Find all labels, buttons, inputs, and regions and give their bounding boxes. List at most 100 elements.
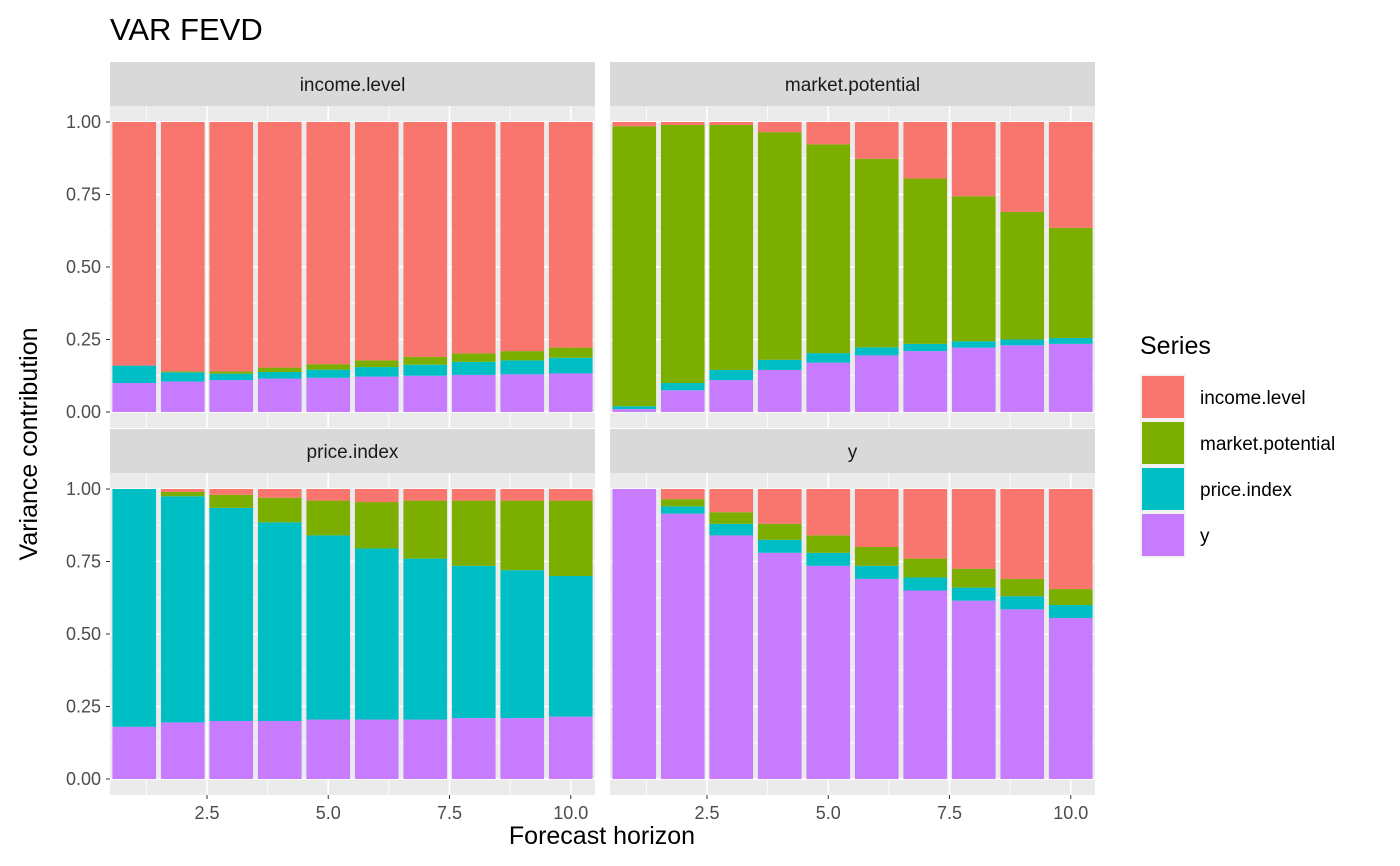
panel-price-index-x-tick-label: 7.5 bbox=[437, 803, 462, 823]
panel-y-bar-income-level-h4 bbox=[757, 489, 802, 524]
panel-y-bar-market-potential-h2 bbox=[660, 499, 705, 507]
panel-income-level-bar-market-potential-h2 bbox=[160, 371, 205, 373]
panel-income-level-bar-price-index-h3 bbox=[209, 373, 254, 381]
panel-income-level-bar-price-index-h4 bbox=[257, 371, 302, 379]
panel-market-potential-bar-y-h5 bbox=[806, 362, 851, 412]
panel-income-level-bar-market-potential-h9 bbox=[500, 351, 545, 361]
panel-price-index-bar-market-potential-h7 bbox=[403, 500, 448, 559]
panel-income-level-bar-market-potential-h8 bbox=[451, 353, 496, 362]
panel-y-strip-label: y bbox=[848, 442, 858, 463]
panel-y-x-tick-label: 5.0 bbox=[816, 803, 841, 823]
panel-price-index-bar-y-h3 bbox=[209, 721, 254, 779]
panel-income-level-strip-label: income.level bbox=[300, 75, 406, 96]
panel-price-index-bar-y-h6 bbox=[354, 719, 399, 779]
panel-income-level-bar-y-h6 bbox=[354, 376, 399, 412]
panel-income-level-bar-market-potential-h7 bbox=[403, 356, 448, 365]
panel-price-index-bar-y-h4 bbox=[257, 721, 302, 779]
panel-income-level-bar-y-h9 bbox=[500, 374, 545, 412]
panel-market-potential-bar-y-h8 bbox=[951, 347, 996, 412]
panel-y-bar-income-level-h3 bbox=[709, 489, 754, 513]
panel-income-level-bar-income-level-h1 bbox=[112, 122, 157, 366]
panel-price-index-bar-income-level-h3 bbox=[209, 489, 254, 495]
panel-price-index-bar-market-potential-h3 bbox=[209, 494, 254, 508]
panel-income-level-bar-income-level-h5 bbox=[306, 122, 351, 365]
panel-price-index-bar-income-level-h8 bbox=[451, 489, 496, 501]
panel-price-index-bar-y-h7 bbox=[403, 719, 448, 779]
panel-price-index-y-tick-label: 1.00 bbox=[66, 479, 101, 499]
panel-income-level-bar-price-index-h5 bbox=[306, 369, 351, 378]
panel-income-level-bar-income-level-h4 bbox=[257, 122, 302, 368]
panel-y-x-tick-label: 7.5 bbox=[937, 803, 962, 823]
legend-swatch-price-index bbox=[1142, 468, 1184, 510]
panel-y-bar-y-h2 bbox=[660, 513, 705, 779]
panel-y-bar-price-index-h5 bbox=[806, 552, 851, 566]
panel-y-bar-price-index-h4 bbox=[757, 539, 802, 553]
panel-price-index-bar-income-level-h6 bbox=[354, 489, 399, 503]
panel-y-bar-y-h4 bbox=[757, 552, 802, 779]
panel-y-bar-income-level-h2 bbox=[660, 489, 705, 500]
panel-market-potential-bar-y-h4 bbox=[757, 369, 802, 412]
x-axis-title: Forecast horizon bbox=[509, 822, 695, 850]
panel-price-index-bar-market-potential-h9 bbox=[500, 500, 545, 571]
panel-market-potential-bar-income-level-h9 bbox=[1000, 122, 1045, 212]
panel-income-level-bar-y-h10 bbox=[548, 373, 593, 412]
panel-y-bar-market-potential-h3 bbox=[709, 512, 754, 524]
legend-swatch-income-level bbox=[1142, 376, 1184, 418]
panel-price-index-bar-market-potential-h4 bbox=[257, 497, 302, 523]
panel-price-index-bar-market-potential-h5 bbox=[306, 500, 351, 536]
y-axis-title: Variance contribution bbox=[15, 327, 43, 560]
panel-market-potential-bar-y-h7 bbox=[903, 351, 948, 412]
panel-price-index-x-tick-label: 10.0 bbox=[553, 803, 588, 823]
panel-market-potential-bar-y-h9 bbox=[1000, 345, 1045, 412]
panel-market-potential-bar-market-potential-h7 bbox=[903, 178, 948, 344]
panel-market-potential-bar-y-h1 bbox=[612, 409, 657, 412]
panel-market-potential-bar-price-index-h4 bbox=[757, 359, 802, 370]
panel-price-index-bar-income-level-h10 bbox=[548, 489, 593, 501]
panel-income-level-y-tick-label: 0.25 bbox=[66, 330, 101, 350]
panel-income-level-bar-market-potential-h5 bbox=[306, 364, 351, 370]
panel-price-index-strip bbox=[110, 429, 595, 473]
panel-price-index-bar-y-h1 bbox=[112, 726, 157, 779]
panel-y-bar-price-index-h6 bbox=[854, 565, 899, 579]
panel-price-index-x-tick-label: 2.5 bbox=[194, 803, 219, 823]
panel-income-level-y-tick-label: 0.75 bbox=[66, 185, 101, 205]
panel-income-level-y-tick-label: 1.00 bbox=[66, 112, 101, 132]
panel-y-bar-market-potential-h9 bbox=[1000, 578, 1045, 597]
panel-price-index-bar-market-potential-h10 bbox=[548, 500, 593, 576]
panel-market-potential-strip bbox=[610, 62, 1095, 106]
panel-price-index-bar-price-index-h2 bbox=[160, 496, 205, 723]
panel-income-level-bar-price-index-h10 bbox=[548, 357, 593, 374]
panel-y-bar-y-h7 bbox=[903, 590, 948, 779]
panel-y-bar-market-potential-h5 bbox=[806, 535, 851, 553]
panel-income-level-bar-income-level-h8 bbox=[451, 122, 496, 354]
panel-y-bar-y-h9 bbox=[1000, 609, 1045, 779]
panel-y-bar-price-index-h10 bbox=[1048, 605, 1093, 619]
panel-market-potential-bar-income-level-h6 bbox=[854, 122, 899, 159]
panel-market-potential-bar-market-potential-h10 bbox=[1048, 227, 1093, 339]
panel-price-index-bar-y-h2 bbox=[160, 722, 205, 779]
panel-market-potential-bar-price-index-h10 bbox=[1048, 338, 1093, 344]
panel-market-potential-bar-price-index-h3 bbox=[709, 369, 754, 381]
panel-y-bar-price-index-h2 bbox=[660, 506, 705, 514]
panel-price-index-bar-y-h10 bbox=[548, 716, 593, 779]
panel-income-level-bar-y-h2 bbox=[160, 381, 205, 412]
panel-y-bar-market-potential-h7 bbox=[903, 558, 948, 578]
panel-price-index-y-tick-label: 0.50 bbox=[66, 624, 101, 644]
panel-price-index-x-tick-label: 5.0 bbox=[316, 803, 341, 823]
panel-market-potential-bar-income-level-h10 bbox=[1048, 122, 1093, 228]
panel-y-bar-y-h3 bbox=[709, 535, 754, 779]
panel-price-index-bar-price-index-h10 bbox=[548, 576, 593, 717]
panel-market-potential-bar-y-h10 bbox=[1048, 343, 1093, 412]
legend-swatch-market-potential bbox=[1142, 422, 1184, 464]
panel-market-potential-bar-price-index-h6 bbox=[854, 347, 899, 356]
panel-market-potential-bar-income-level-h5 bbox=[806, 122, 851, 145]
panel-price-index-bar-market-potential-h6 bbox=[354, 502, 399, 549]
panel-price-index-bar-price-index-h3 bbox=[209, 507, 254, 721]
panel-y-bar-market-potential-h8 bbox=[951, 568, 996, 588]
legend-label-income-level: income.level bbox=[1200, 388, 1306, 409]
panel-market-potential-bar-market-potential-h2 bbox=[660, 124, 705, 384]
panel-income-level-bar-market-potential-h4 bbox=[257, 367, 302, 372]
panel-y-bar-y-h8 bbox=[951, 600, 996, 779]
panel-market-potential-bar-price-index-h8 bbox=[951, 341, 996, 348]
